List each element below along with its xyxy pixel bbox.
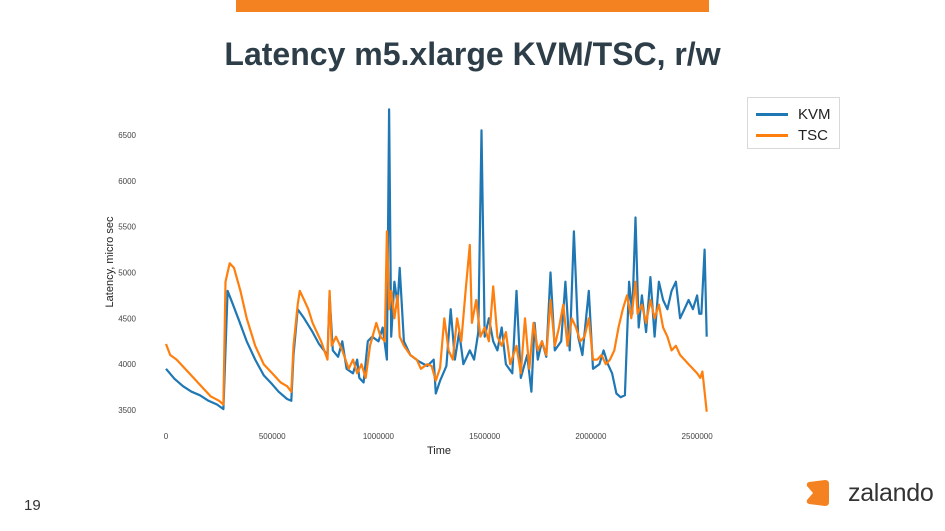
y-tick-label: 6500 [118,131,136,140]
logo-text: zalando [848,478,934,507]
series-line-kvm [165,108,708,411]
x-tick-label: 2000000 [575,432,607,441]
y-tick-label: 4500 [118,314,136,323]
x-tick-label: 1500000 [469,432,501,441]
page-number: 19 [24,497,41,514]
legend-swatch-tsc [756,133,788,137]
x-tick-label: 500000 [259,432,286,441]
y-tick-label: 3500 [118,406,136,415]
x-tick-label: 2500000 [682,432,714,441]
x-tick-label: 0 [164,432,169,441]
chart-legend: KVM TSC [747,97,840,149]
y-tick-label: 6000 [118,177,136,186]
y-tick-label: 4000 [118,360,136,369]
slide-title: Latency m5.xlarge KVM/TSC, r/w [224,36,721,72]
zalando-logo: zalando [805,478,934,508]
legend-item-tsc: TSC [756,126,828,144]
legend-item-kvm: KVM [756,105,831,123]
legend-swatch-kvm [756,112,788,116]
top-accent-bar [236,0,709,12]
y-tick-label: 5000 [118,269,136,278]
x-tick-label: 1000000 [363,432,395,441]
zalando-logo-icon [806,480,829,506]
y-axis-label: Latency, micro sec [104,216,116,307]
legend-label-tsc: TSC [798,126,828,144]
series-line-tsc [164,230,708,412]
y-tick-label: 5500 [118,223,136,232]
x-axis-label: Time [427,445,451,457]
legend-label-kvm: KVM [798,105,831,123]
